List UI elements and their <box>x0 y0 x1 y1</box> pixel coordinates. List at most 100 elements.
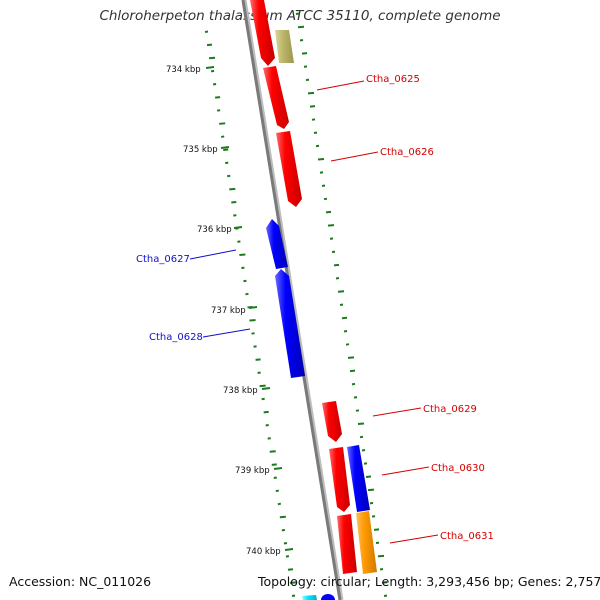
gc-mark <box>379 568 384 571</box>
gc-mark <box>269 450 276 453</box>
genome-summary-text: Topology: circular; Length: 3,293,456 bp… <box>258 574 600 589</box>
gc-mark <box>225 161 229 165</box>
gc-mark <box>204 30 209 33</box>
gc-mark <box>237 240 241 243</box>
gc-mark <box>208 56 216 60</box>
gc-mark <box>267 437 271 440</box>
gc-mark <box>311 118 316 121</box>
gc-mark <box>327 224 335 227</box>
gc-mark <box>261 397 265 401</box>
gc-mark <box>353 396 358 399</box>
gc-mark <box>287 568 294 571</box>
gc-mark <box>349 369 356 373</box>
gc-mark <box>355 409 360 412</box>
gc-mark <box>281 528 286 532</box>
gc-mark <box>263 410 269 414</box>
gc-mark <box>373 528 380 531</box>
gene-label-ctha-0626: Ctha_0626 <box>380 147 434 158</box>
gc-mark <box>375 541 380 545</box>
gc-mark <box>277 502 282 506</box>
accession-text: Accession: NC_011026 <box>9 574 152 589</box>
gc-mark <box>317 158 325 161</box>
gc-mark <box>223 148 229 152</box>
gene-arrow-ctha-0625 <box>263 66 289 129</box>
gc-mark <box>216 109 221 112</box>
gc-mark <box>377 554 385 558</box>
gc-mark <box>365 475 372 478</box>
gc-mark <box>325 210 332 214</box>
gc-mark <box>210 69 215 73</box>
gc-mark <box>305 78 310 82</box>
gc-mark <box>329 237 334 240</box>
gc-mark <box>227 174 231 178</box>
gc-mark <box>359 435 364 439</box>
gc-mark <box>299 38 304 42</box>
gc-mark <box>289 581 297 584</box>
gc-mark <box>239 253 246 256</box>
gc-mark <box>339 303 344 306</box>
gc-mark <box>381 581 388 584</box>
gc-mark <box>285 555 290 558</box>
ruler-label-734: 734 kbp <box>166 65 201 75</box>
gc-mark <box>313 131 318 135</box>
gc-mark <box>367 488 375 492</box>
gc-mark <box>275 489 279 493</box>
gc-mark <box>337 290 345 293</box>
gc-mark <box>303 65 308 68</box>
gc-mark <box>351 382 356 386</box>
gc-mark <box>221 135 225 138</box>
gc-mark <box>301 52 308 55</box>
gc-mark <box>249 319 256 322</box>
gc-mark <box>257 371 261 375</box>
gc-mark <box>333 263 340 267</box>
gene-arrow-top-red <box>250 0 275 66</box>
gc-mark <box>323 197 328 201</box>
gc-mark <box>215 96 221 99</box>
gc-mark <box>291 594 296 597</box>
gc-mark <box>309 105 316 108</box>
gc-mark <box>307 91 315 95</box>
ruler-label-739: 739 kbp <box>235 466 270 476</box>
gc-mark <box>233 214 237 217</box>
gene-label-ctha-0627: Ctha_0627 <box>136 254 190 265</box>
gene-arrow-ctha-0630 <box>329 447 350 512</box>
gc-mark <box>335 277 340 280</box>
gc-mark <box>297 25 305 29</box>
gc-content-right <box>295 12 388 597</box>
gc-content-left <box>204 30 297 597</box>
gene-label-ctha-0628: Ctha_0628 <box>149 332 203 343</box>
gc-mark <box>253 345 257 348</box>
gc-mark <box>229 187 236 191</box>
gene-arrow-ctha-0628 <box>275 269 305 378</box>
genome-title: Chloroherpeton thalassium ATCC 35110, co… <box>99 8 501 24</box>
gc-mark <box>206 43 213 47</box>
gene-features <box>250 0 377 600</box>
gene-arrow-ctha-0631-orange <box>356 511 377 574</box>
gc-mark <box>265 424 269 427</box>
gc-mark <box>283 542 288 545</box>
gene-label-ctha-0629: Ctha_0629 <box>423 404 477 415</box>
ruler: 734 kbp 735 kbp 736 kbp 737 kbp 738 kbp … <box>166 65 294 557</box>
gc-mark <box>345 343 350 346</box>
ruler-label-737: 737 kbp <box>211 306 246 316</box>
gc-mark <box>321 184 326 187</box>
gene-label-ctha-0630: Ctha_0630 <box>431 463 485 474</box>
gc-mark <box>331 250 336 254</box>
gc-mark <box>361 449 366 452</box>
gc-mark <box>255 358 261 361</box>
gc-mark <box>231 201 237 204</box>
ruler-label-736: 736 kbp <box>197 225 232 235</box>
gc-mark <box>371 515 376 518</box>
ruler-label-738: 738 kbp <box>223 386 258 396</box>
gc-mark <box>369 501 374 505</box>
gene-arrow-ctha-0626 <box>276 131 302 207</box>
gene-arrow-ctha-0629 <box>322 401 342 442</box>
gene-labels: Ctha_0625 Ctha_0626 Ctha_0627 Ctha_0628 … <box>136 74 494 544</box>
ruler-label-740: 740 kbp <box>246 547 281 557</box>
ruler-label-735: 735 kbp <box>183 145 218 155</box>
gc-mark <box>357 422 365 426</box>
gene-arrow-bottom-blue <box>321 594 335 600</box>
gc-mark <box>363 462 368 465</box>
gc-mark <box>295 12 300 15</box>
